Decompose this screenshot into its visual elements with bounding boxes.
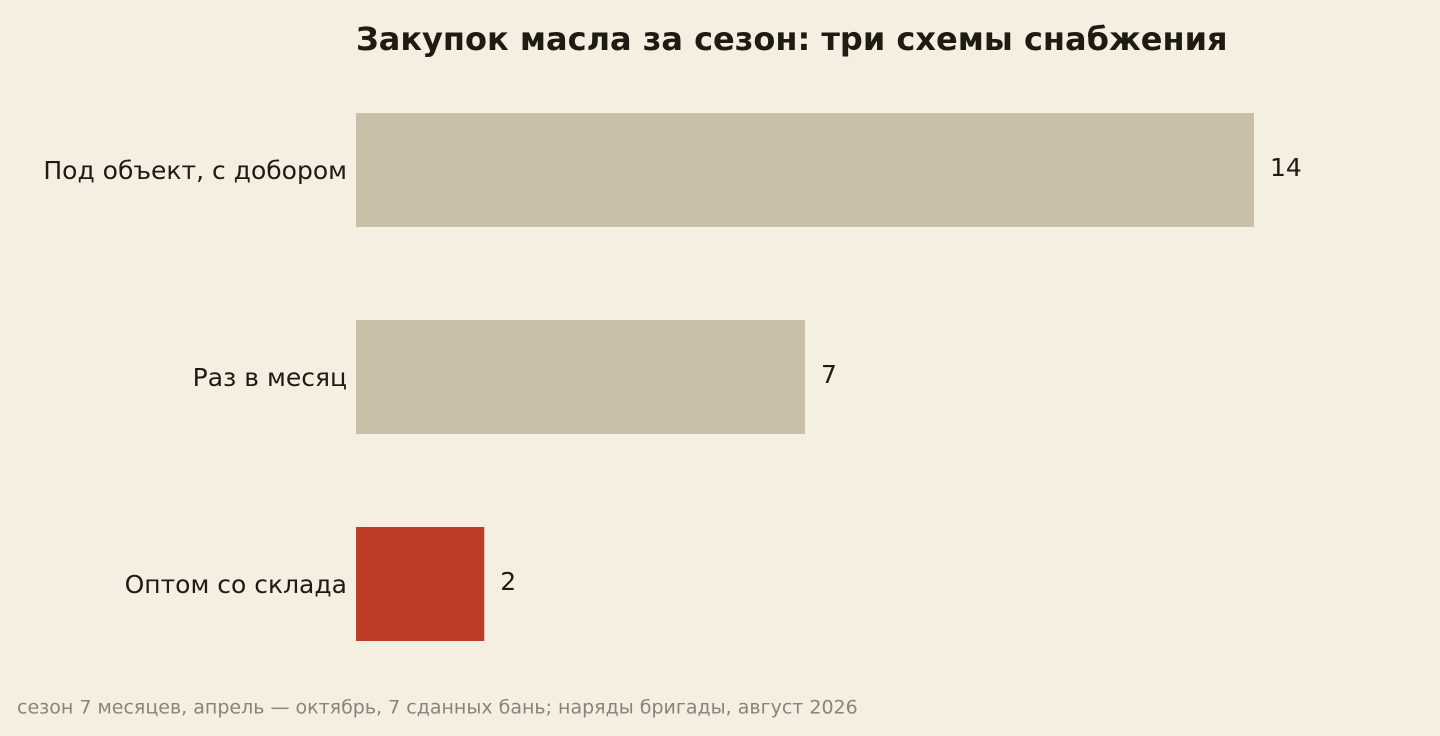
category-label: Под объект, с добором <box>43 156 347 185</box>
value-label: 7 <box>821 360 837 389</box>
value-label: 2 <box>500 567 516 596</box>
footnote: сезон 7 месяцев, апрель — октябрь, 7 сда… <box>17 697 858 719</box>
value-label: 14 <box>1270 153 1302 182</box>
category-label: Раз в месяц <box>193 363 347 392</box>
bar <box>356 527 485 641</box>
chart-title: Закупок масла за сезон: три схемы снабже… <box>356 20 1228 58</box>
bar <box>356 320 805 434</box>
bar <box>356 113 1254 227</box>
category-label: Оптом со склада <box>125 570 347 599</box>
